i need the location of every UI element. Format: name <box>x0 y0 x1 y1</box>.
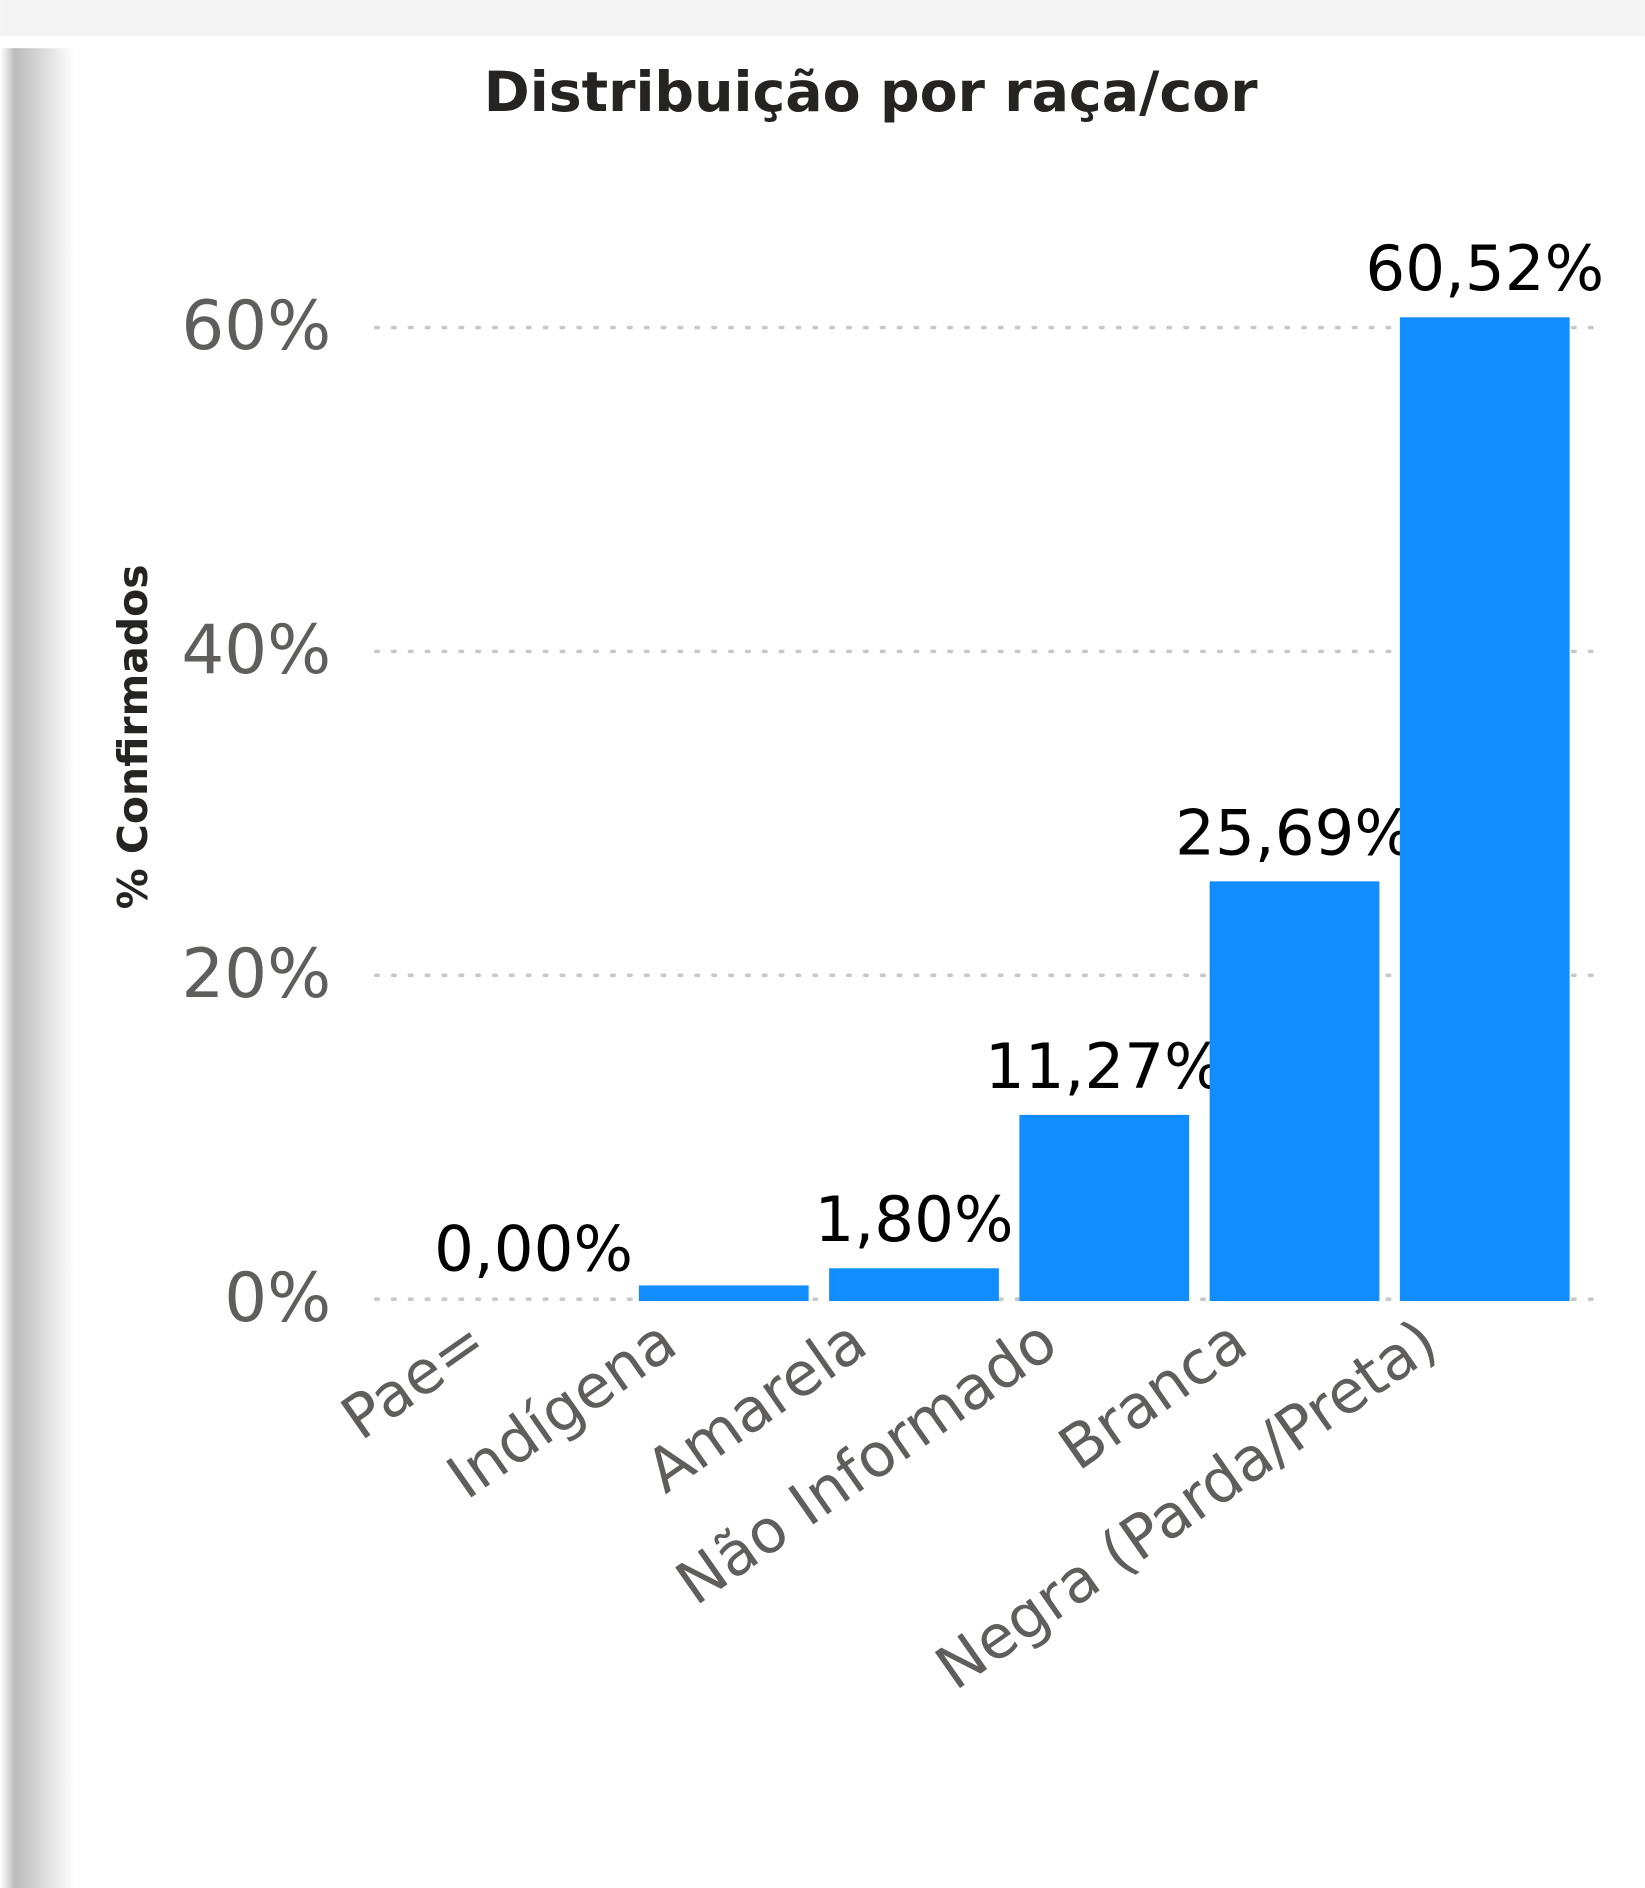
data-label: 25,69% <box>1175 796 1414 869</box>
data-label: 60,52% <box>1365 232 1604 305</box>
y-tick-label: 20% <box>181 934 331 1013</box>
y-tick-label: 40% <box>181 610 331 689</box>
y-tick-label: 60% <box>181 286 331 365</box>
data-label: 0,00% <box>434 1212 633 1285</box>
data-label: 1,80% <box>815 1183 1014 1256</box>
y-tick-label: 0% <box>224 1258 331 1337</box>
bar <box>829 1268 999 1302</box>
bar <box>1209 881 1380 1302</box>
chart-title: Distribuição por raça/cor <box>484 61 1258 125</box>
bar <box>638 1285 809 1302</box>
y-axis-label: % Confirmados <box>109 564 157 909</box>
top-bar <box>0 0 1645 37</box>
bar <box>1399 317 1570 1302</box>
shadow <box>0 48 75 1888</box>
bar <box>1019 1114 1190 1302</box>
data-label: 11,27% <box>985 1030 1224 1103</box>
